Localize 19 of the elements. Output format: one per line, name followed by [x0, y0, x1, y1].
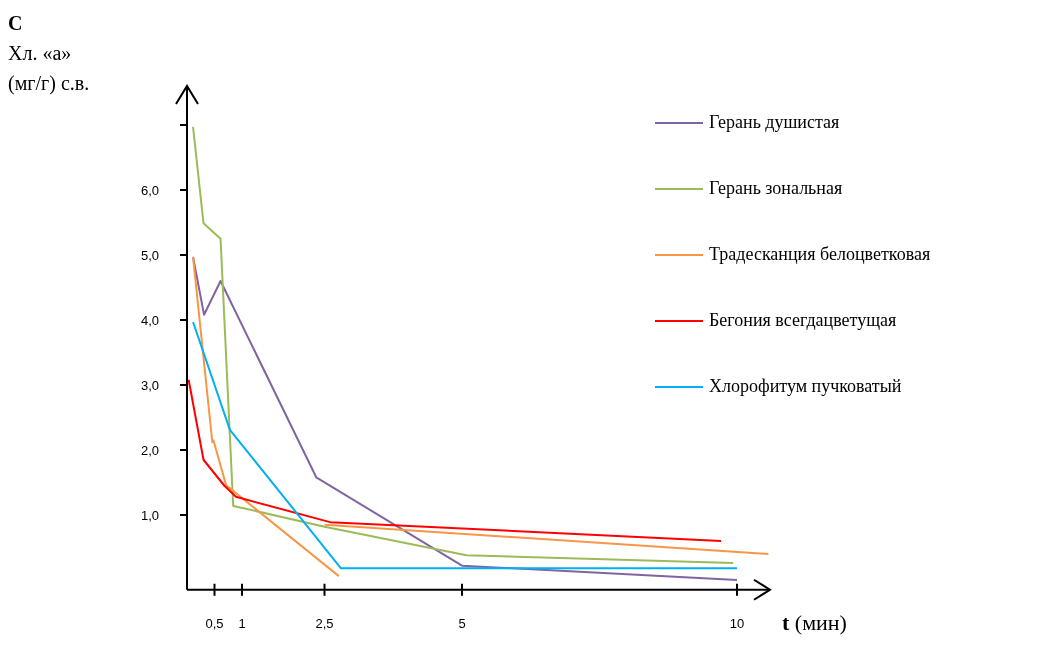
y-tick-label: 1,0 [140, 508, 160, 523]
legend-label: Традесканция белоцветковая [709, 244, 931, 264]
y-tick-label: 2,0 [140, 443, 160, 458]
y-tick-label: 6,0 [140, 183, 160, 198]
x-tick-label: 10 [729, 615, 745, 631]
y-tick-label: 4,0 [140, 313, 160, 328]
y-tick-label: 3,0 [140, 378, 160, 393]
y-tick-label: 5,0 [140, 248, 160, 263]
y-axis-title: C Хл. «а» (мг/г) с.в. [8, 12, 90, 95]
x-axis-title: t (мин) [782, 609, 847, 635]
line-series [192, 255, 340, 578]
x-tick-label: 5 [458, 615, 466, 631]
legend-label: Герань зональная [709, 178, 843, 198]
x-tick-label: 1 [238, 615, 246, 631]
legend-label: Бегония всегдацветущая [709, 310, 897, 330]
x-tick-label: 0,5 [205, 615, 224, 631]
x-tick-label: 2,5 [315, 615, 334, 631]
legend-label: Герань душистая [709, 112, 840, 132]
legend-label: Хлорофитум пучковатый [709, 376, 902, 396]
